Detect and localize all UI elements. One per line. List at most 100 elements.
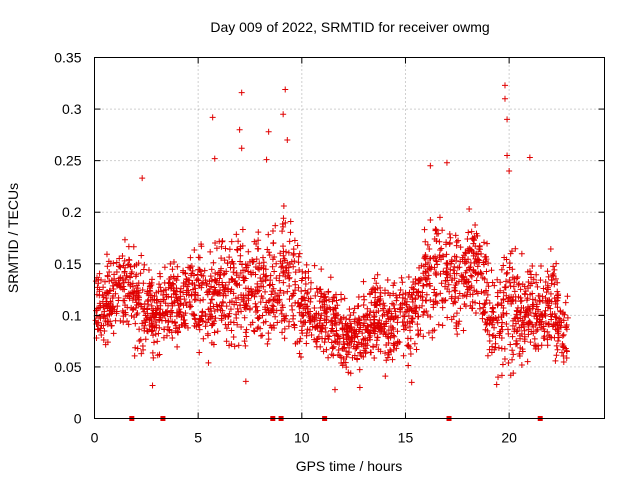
data-point [562, 324, 569, 331]
data-point [451, 298, 458, 305]
data-point [321, 317, 328, 324]
data-point [221, 270, 228, 277]
data-point [222, 245, 229, 252]
data-point [518, 362, 525, 369]
data-point [277, 287, 284, 294]
data-point [211, 284, 218, 291]
data-point [437, 290, 444, 297]
data-point [134, 285, 141, 292]
data-point [552, 275, 559, 282]
data-point [498, 372, 505, 379]
data-point [133, 288, 140, 295]
data-point [527, 282, 534, 289]
data-point [255, 324, 262, 331]
data-point [494, 319, 501, 326]
data-point [460, 273, 467, 280]
data-point [360, 302, 367, 309]
data-point [119, 252, 126, 259]
data-point [482, 258, 489, 265]
data-point [228, 298, 235, 305]
data-point [412, 295, 419, 302]
data-point [358, 341, 365, 348]
data-point [446, 241, 453, 248]
data-point [452, 293, 459, 300]
data-point [113, 259, 120, 266]
data-point [332, 305, 339, 312]
data-point [446, 288, 453, 295]
data-point [391, 305, 398, 312]
data-point [415, 331, 422, 337]
data-point [403, 301, 410, 308]
data-point [350, 309, 357, 316]
data-point [273, 260, 280, 267]
data-point [200, 279, 207, 286]
data-point [420, 263, 427, 270]
data-point [225, 313, 232, 320]
data-point [391, 279, 398, 286]
data-point [254, 325, 261, 332]
data-point [370, 344, 377, 351]
data-point [547, 245, 554, 252]
data-point [205, 306, 212, 313]
data-point [188, 292, 195, 299]
data-point [519, 348, 526, 355]
data-point [435, 321, 442, 328]
data-point [298, 327, 305, 334]
data-point [213, 301, 220, 308]
y-tick-label: 0.15 [54, 256, 81, 272]
data-point [285, 249, 292, 256]
data-point [472, 309, 479, 316]
data-point [290, 246, 297, 253]
data-point [535, 306, 542, 313]
data-point [351, 334, 358, 341]
data-point [160, 287, 167, 294]
data-point [269, 227, 276, 234]
data-point [326, 304, 333, 311]
data-point [305, 295, 312, 302]
data-point [549, 310, 556, 317]
data-point [201, 267, 208, 274]
data-point [222, 284, 229, 291]
data-point [411, 340, 418, 347]
data-point [228, 258, 235, 265]
data-point [323, 346, 330, 353]
data-point [352, 345, 359, 352]
data-point [474, 263, 481, 270]
data-point [150, 307, 157, 314]
data-point [326, 296, 333, 303]
data-point [260, 262, 267, 269]
data-point [451, 253, 458, 260]
data-point [559, 343, 566, 350]
data-point [250, 327, 257, 334]
data-point [149, 349, 156, 356]
data-point [478, 288, 485, 295]
data-point [255, 229, 262, 236]
data-point [372, 328, 379, 335]
data-point [514, 340, 521, 347]
data-point [368, 349, 375, 356]
data-point [132, 344, 139, 351]
data-point [165, 293, 172, 300]
y-tick-label: 0.1 [62, 307, 82, 323]
data-point [353, 344, 360, 351]
data-point [535, 346, 542, 353]
data-point [484, 240, 491, 247]
data-point [550, 263, 557, 270]
data-point [279, 228, 286, 235]
data-point [262, 318, 269, 325]
data-point [427, 255, 434, 262]
data-point [145, 267, 152, 274]
data-point [347, 370, 354, 377]
data-point [110, 279, 117, 286]
data-point [256, 266, 263, 273]
data-point [292, 287, 299, 294]
data-point [516, 332, 523, 339]
data-point [511, 288, 518, 295]
data-point [239, 242, 246, 249]
data-point [526, 318, 533, 325]
x-tick-label: 15 [398, 430, 414, 446]
data-point [540, 285, 547, 292]
data-point [182, 270, 189, 277]
data-point [338, 315, 345, 322]
